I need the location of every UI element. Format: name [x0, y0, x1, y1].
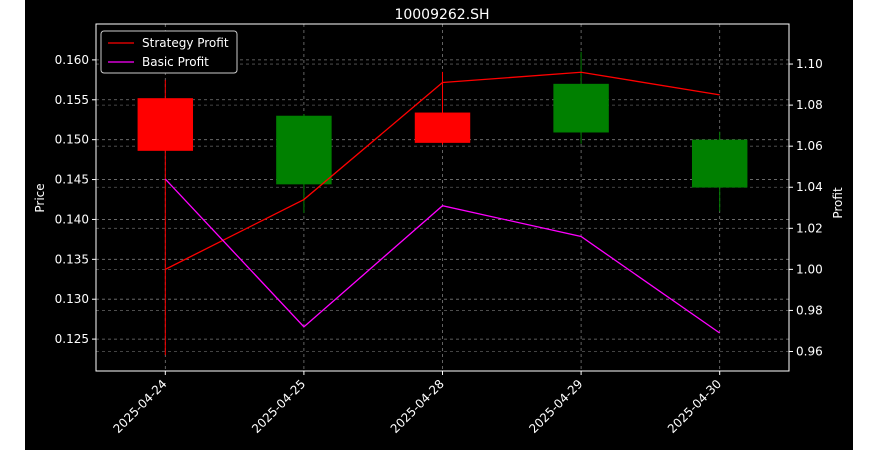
legend: Strategy Profit Basic Profit — [100, 30, 238, 74]
legend-box — [100, 30, 238, 74]
y-tick-label-right: 1.06 — [796, 139, 823, 153]
y-tick-label-right: 0.96 — [796, 344, 823, 358]
y-tick-label-left: 0.125 — [55, 332, 89, 346]
figure-background — [25, 0, 853, 450]
candle-body-4 — [691, 139, 748, 188]
y-tick-label-right: 1.04 — [796, 180, 823, 194]
y-axis-label-left: Price — [33, 183, 47, 212]
y-tick-label-right: 1.08 — [796, 98, 823, 112]
y-axis-label-right: Profit — [831, 187, 845, 219]
y-tick-label-left: 0.145 — [55, 173, 89, 187]
chart-title: 10009262.SH — [394, 7, 489, 23]
legend-label-basic-profit: Basic Profit — [142, 55, 209, 69]
profit-lines — [164, 71, 721, 334]
series-line-basic-profit — [164, 178, 721, 334]
series-line-strategy-profit — [165, 71, 720, 270]
y-tick-label-left: 0.155 — [55, 93, 89, 107]
y-tick-label-right: 1.02 — [796, 221, 823, 235]
candle-body-1 — [276, 115, 332, 185]
candle-body-3 — [553, 83, 609, 133]
candle-body-2 — [414, 112, 471, 143]
y-tick-label-left: 0.130 — [55, 292, 89, 306]
y-tick-label-left: 0.140 — [55, 212, 89, 226]
legend-label-strategy-profit: Strategy Profit — [142, 36, 229, 50]
candle-body-0 — [137, 98, 194, 151]
y-tick-label-right: 0.98 — [796, 303, 823, 317]
y-tick-label-left: 0.135 — [55, 252, 89, 266]
y-tick-label-left: 0.150 — [55, 133, 89, 147]
y-tick-label-left: 0.160 — [55, 53, 89, 67]
y-tick-label-right: 1.00 — [796, 262, 823, 276]
y-tick-label-right: 1.10 — [796, 57, 823, 71]
candles — [137, 51, 748, 356]
